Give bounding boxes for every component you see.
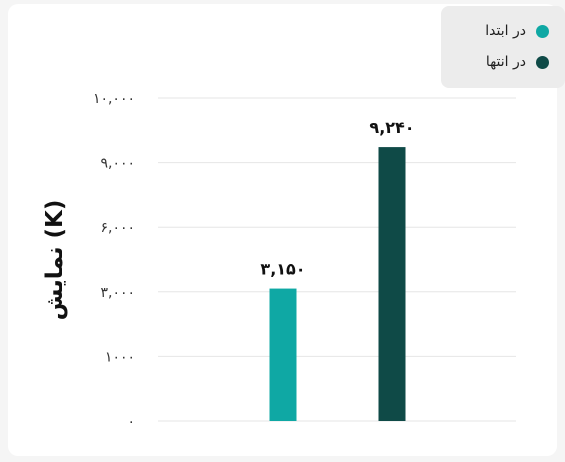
legend-item-end[interactable]: در انتها (486, 54, 549, 70)
y-tick-label: ۰ (127, 414, 135, 430)
bar-value-label: ۳,۱۵۰ (260, 260, 305, 279)
bar-value-label: ۹,۲۴۰ (369, 118, 414, 137)
y-tick-label: ۹,۰۰۰ (100, 156, 135, 172)
legend-swatch-end (536, 55, 549, 69)
bar-start (269, 288, 297, 421)
y-axis-title: نمایش (K) (42, 200, 68, 321)
bar-end (378, 147, 406, 421)
chart-legend: در ابتدا در انتها (441, 6, 565, 88)
y-tick-label: ۶,۰۰۰ (100, 220, 135, 236)
y-tick-label: ۳,۰۰۰ (100, 285, 135, 301)
legend-item-start[interactable]: در ابتدا (485, 23, 549, 39)
legend-swatch-start (536, 24, 549, 38)
y-tick-label: ۱۰۰۰ (105, 349, 135, 365)
legend-label-start: در ابتدا (485, 23, 526, 39)
legend-label-end: در انتها (485, 54, 526, 70)
y-tick-label: ۱۰,۰۰۰ (93, 91, 135, 107)
